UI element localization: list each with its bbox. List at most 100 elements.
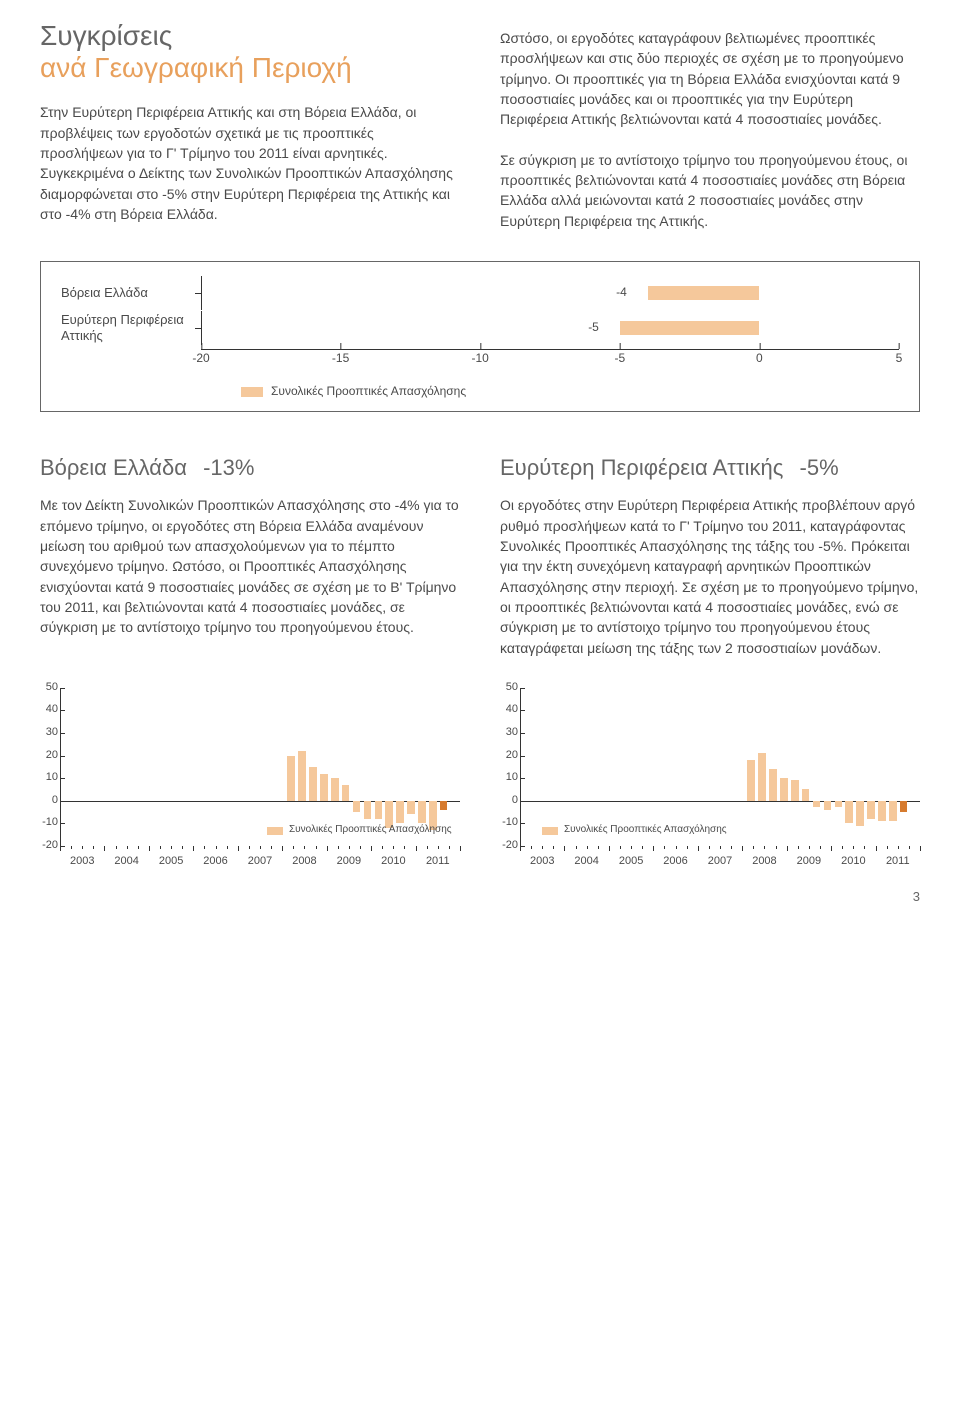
legend-swatch: [241, 387, 263, 397]
mini-bar: [353, 801, 361, 812]
mini-bar: [440, 801, 448, 810]
intro-paragraph-left: Στην Ευρύτερη Περιφέρεια Αττικής και στη…: [40, 102, 460, 224]
region-right-title: Ευρύτερη Περιφέρεια Αττικής -5%: [500, 452, 920, 484]
hbar-xtick: 0: [756, 344, 763, 367]
mini-bar: [364, 801, 372, 819]
mini-year-label: 2006: [203, 854, 227, 870]
mini-bar: [889, 801, 897, 821]
mini-ytick-label: 10: [494, 770, 518, 786]
mini-ytick-label: -20: [34, 838, 58, 854]
mini-year-label: 2009: [337, 854, 361, 870]
mini-year-label: 2008: [292, 854, 316, 870]
mini-ytick-label: 0: [494, 793, 518, 809]
region-right-body: Οι εργοδότες στην Ευρύτερη Περιφέρεια Ατ…: [500, 495, 920, 657]
mini-year-label: 2007: [248, 854, 272, 870]
mini-ytick-label: -10: [494, 815, 518, 831]
mini-ytick-label: 40: [494, 702, 518, 718]
region-right-col: Ευρύτερη Περιφέρεια Αττικής -5% Οι εργοδ…: [500, 452, 920, 658]
hbar-xtick: 5: [896, 344, 903, 367]
mini-ytick-label: 50: [34, 680, 58, 696]
intro-paragraph-right: Ωστόσο, οι εργοδότες καταγράφουν βελτιωμ…: [500, 28, 920, 231]
mini-bar: [900, 801, 908, 812]
region-detail-columns: Βόρεια Ελλάδα -13% Με τον Δείκτη Συνολικ…: [40, 452, 920, 658]
mini-bar: [758, 753, 766, 800]
mini-charts-row: -20-100102030405020032004200520062007200…: [40, 688, 920, 868]
region-left-col: Βόρεια Ελλάδα -13% Με τον Δείκτη Συνολικ…: [40, 452, 460, 658]
mini-legend-label: Συνολικές Προοπτικές Απασχόλησης: [564, 823, 727, 838]
regional-hbar-chart: Βόρεια Ελλάδα -4 Ευρύτερη Περιφέρεια Αττικ…: [40, 261, 920, 412]
hbar-legend: Συνολικές Προοπτικές Απασχόλησης: [61, 383, 899, 400]
mini-chart-left: -20-100102030405020032004200520062007200…: [40, 688, 460, 868]
mini-bar: [802, 789, 810, 800]
mini-bar: [407, 801, 415, 815]
mini-year-label: 2009: [797, 854, 821, 870]
mini-bar: [747, 760, 755, 801]
mini-bar: [867, 801, 875, 819]
mini-ytick-label: 50: [494, 680, 518, 696]
hbar-series-label: Βόρεια Ελλάδα: [61, 285, 201, 301]
mini-bar: [309, 767, 317, 801]
mini-ytick-label: -10: [34, 815, 58, 831]
hbar-series-label: Ευρύτερη Περιφέρεια Αττικής: [61, 312, 201, 343]
mini-legend-label: Συνολικές Προοπτικές Απασχόλησης: [289, 823, 452, 838]
mini-bar: [331, 778, 339, 801]
mini-ytick-label: -20: [494, 838, 518, 854]
mini-year-label: 2007: [708, 854, 732, 870]
mini-year-label: 2004: [574, 854, 598, 870]
mini-bar: [396, 801, 404, 824]
page-title-line2: ανά Γεωγραφική Περιοχή: [40, 52, 460, 84]
hbar-xtick: -10: [472, 344, 489, 367]
mini-bar: [845, 801, 853, 824]
region-left-pct: -13%: [203, 455, 254, 480]
mini-bar: [375, 801, 383, 819]
mini-ytick-label: 0: [34, 793, 58, 809]
mini-legend: Συνολικές Προοπτικές Απασχόλησης: [267, 823, 452, 838]
mini-year-label: 2005: [159, 854, 183, 870]
mini-ytick-label: 30: [494, 725, 518, 741]
mini-bar: [813, 801, 821, 808]
hbar-xtick: -20: [192, 344, 209, 367]
mini-bar: [418, 801, 426, 824]
mini-ytick-label: 10: [34, 770, 58, 786]
hbar-value-label: -4: [616, 284, 627, 301]
mini-bar: [320, 774, 328, 801]
mini-ytick-label: 20: [34, 748, 58, 764]
mini-bar: [769, 769, 777, 801]
mini-bar: [780, 778, 788, 801]
mini-ytick-label: 40: [34, 702, 58, 718]
hbar-x-axis: -20-15-10-505: [201, 349, 899, 379]
hbar-value-label: -5: [588, 319, 599, 336]
mini-bar: [791, 780, 799, 800]
mini-bar: [342, 785, 350, 801]
hbar-xtick: -5: [614, 344, 625, 367]
header-section: Συγκρίσεις ανά Γεωγραφική Περιοχή Στην Ε…: [40, 20, 920, 231]
mini-bar: [287, 756, 295, 801]
mini-year-label: 2003: [530, 854, 554, 870]
page-number: 3: [40, 888, 920, 907]
mini-year-label: 2006: [663, 854, 687, 870]
mini-year-label: 2011: [886, 854, 910, 870]
mini-bar: [298, 751, 306, 801]
mini-year-label: 2008: [752, 854, 776, 870]
mini-legend: Συνολικές Προοπτικές Απασχόλησης: [542, 823, 727, 838]
header-left-col: Συγκρίσεις ανά Γεωγραφική Περιοχή Στην Ε…: [40, 20, 460, 231]
hbar-xtick: -15: [332, 344, 349, 367]
mini-year-label: 2003: [70, 854, 94, 870]
region-left-body: Με τον Δείκτη Συνολικών Προοπτικών Απασχ…: [40, 495, 460, 637]
hbar-bar: [620, 321, 760, 335]
mini-year-label: 2005: [619, 854, 643, 870]
mini-chart-right: -20-100102030405020032004200520062007200…: [500, 688, 920, 868]
header-right-col: Ωστόσο, οι εργοδότες καταγράφουν βελτιωμ…: [500, 20, 920, 231]
mini-ytick-label: 30: [34, 725, 58, 741]
mini-bar: [856, 801, 864, 826]
region-right-name: Ευρύτερη Περιφέρεια Αττικής: [500, 455, 783, 480]
mini-year-label: 2010: [381, 854, 405, 870]
mini-year-label: 2010: [841, 854, 865, 870]
region-left-name: Βόρεια Ελλάδα: [40, 455, 187, 480]
mini-year-label: 2004: [114, 854, 138, 870]
mini-ytick-label: 20: [494, 748, 518, 764]
mini-year-label: 2011: [426, 854, 450, 870]
mini-bar: [824, 801, 832, 810]
hbar-legend-label: Συνολικές Προοπτικές Απασχόλησης: [271, 383, 466, 400]
mini-bar: [835, 801, 843, 808]
